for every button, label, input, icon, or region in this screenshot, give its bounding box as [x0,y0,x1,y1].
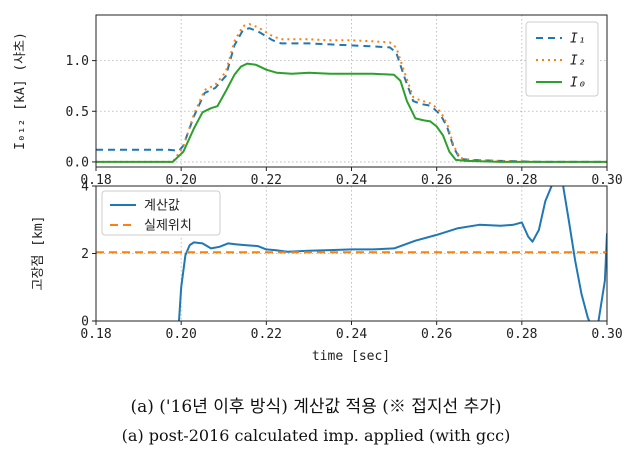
x-tick-label: 0.24 [336,173,367,188]
legend-label-1: I₁ [570,32,586,47]
series-line-1 [96,27,607,163]
x-tick-label: 0.26 [421,173,452,188]
x-tick-label: 0.22 [251,173,282,188]
legend-label-1: 계산값 [144,199,180,214]
y-tick-label: 0.5 [66,105,89,120]
x-tick-label: 0.28 [506,173,537,188]
x-tick-label: 0.20 [166,327,197,342]
caption-english: (a) post-2016 calculated imp. applied (w… [121,426,511,445]
y-tick-label: 4 [81,180,89,195]
legend-label-2: 실제위치 [144,219,192,234]
caption-korean: (a) ('16년 이후 방식) 계산값 적용 (※ 접지선 추가) [130,397,502,417]
bottom-legend-box [101,190,221,236]
figure: 0.18 0.20 0.22 0.24 0.26 0.28 0.30 0.0 0.5 1.0 I₀… [13,14,623,365]
bottom-ticks: 0.18 0.20 0.22 0.24 0.26 0.28 0.30 0 2 4 [80,180,622,343]
series-line-1 [178,186,607,321]
y-tick-label: 0 [81,315,89,330]
top-series [96,23,607,163]
top-chart: 0.18 0.20 0.22 0.24 0.26 0.28 0.30 0.0 0.5 1.0 I₀… [13,14,623,188]
x-tick-label: 0.18 [80,327,111,342]
x-tick-label: 0.26 [421,327,452,342]
bottom-series [96,186,607,321]
series-line-3 [96,62,607,163]
top-ticks: 0.18 0.20 0.22 0.24 0.26 0.28 0.30 0.0 0.5 1.0 [66,54,623,188]
bottom-chart: 0.18 0.20 0.22 0.24 0.26 0.28 0.30 0 2 4 고장점 [km]… [31,180,623,365]
y-tick-label: 1.0 [66,54,89,69]
x-tick-label: 0.20 [166,173,197,188]
x-tick-label: 0.18 [80,173,111,188]
top-ylabel: I₀₁₂ [kA] (샤초) [13,32,28,150]
bottom-ylabel: 고장점 [km] [31,215,46,290]
x-tick-label: 0.22 [251,327,282,342]
legend-label-2: I₂ [570,54,586,69]
y-tick-label: 2 [81,247,89,262]
top-legend: I₁ I₂ I₀ [525,21,599,97]
x-tick-label: 0.30 [591,327,622,342]
legend-label-3: I₀ [570,76,586,91]
x-tick-label: 0.28 [506,327,537,342]
x-tick-label: 0.24 [336,327,367,342]
bottom-xlabel: time [sec] [312,349,390,364]
y-tick-label: 0.0 [66,155,89,170]
x-tick-label: 0.30 [591,173,622,188]
